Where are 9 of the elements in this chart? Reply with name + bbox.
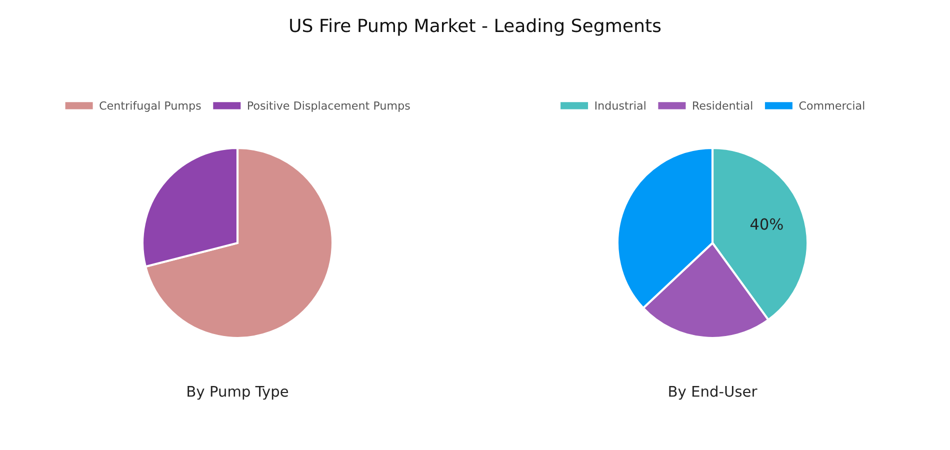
legend-label: Residential <box>693 101 752 110</box>
legend-label: Commercial <box>799 101 864 110</box>
legend-label: Centrifugal Pumps <box>100 101 201 112</box>
legend-label: Industrial <box>595 101 646 110</box>
text: By End-User <box>669 386 758 400</box>
data-label: 40% <box>750 218 783 230</box>
text: US Fire Pump Market - Leading Segments <box>290 18 661 36</box>
text: By Pump Type <box>188 386 288 400</box>
legend-label: Positive Displacement Pumps <box>248 101 410 112</box>
